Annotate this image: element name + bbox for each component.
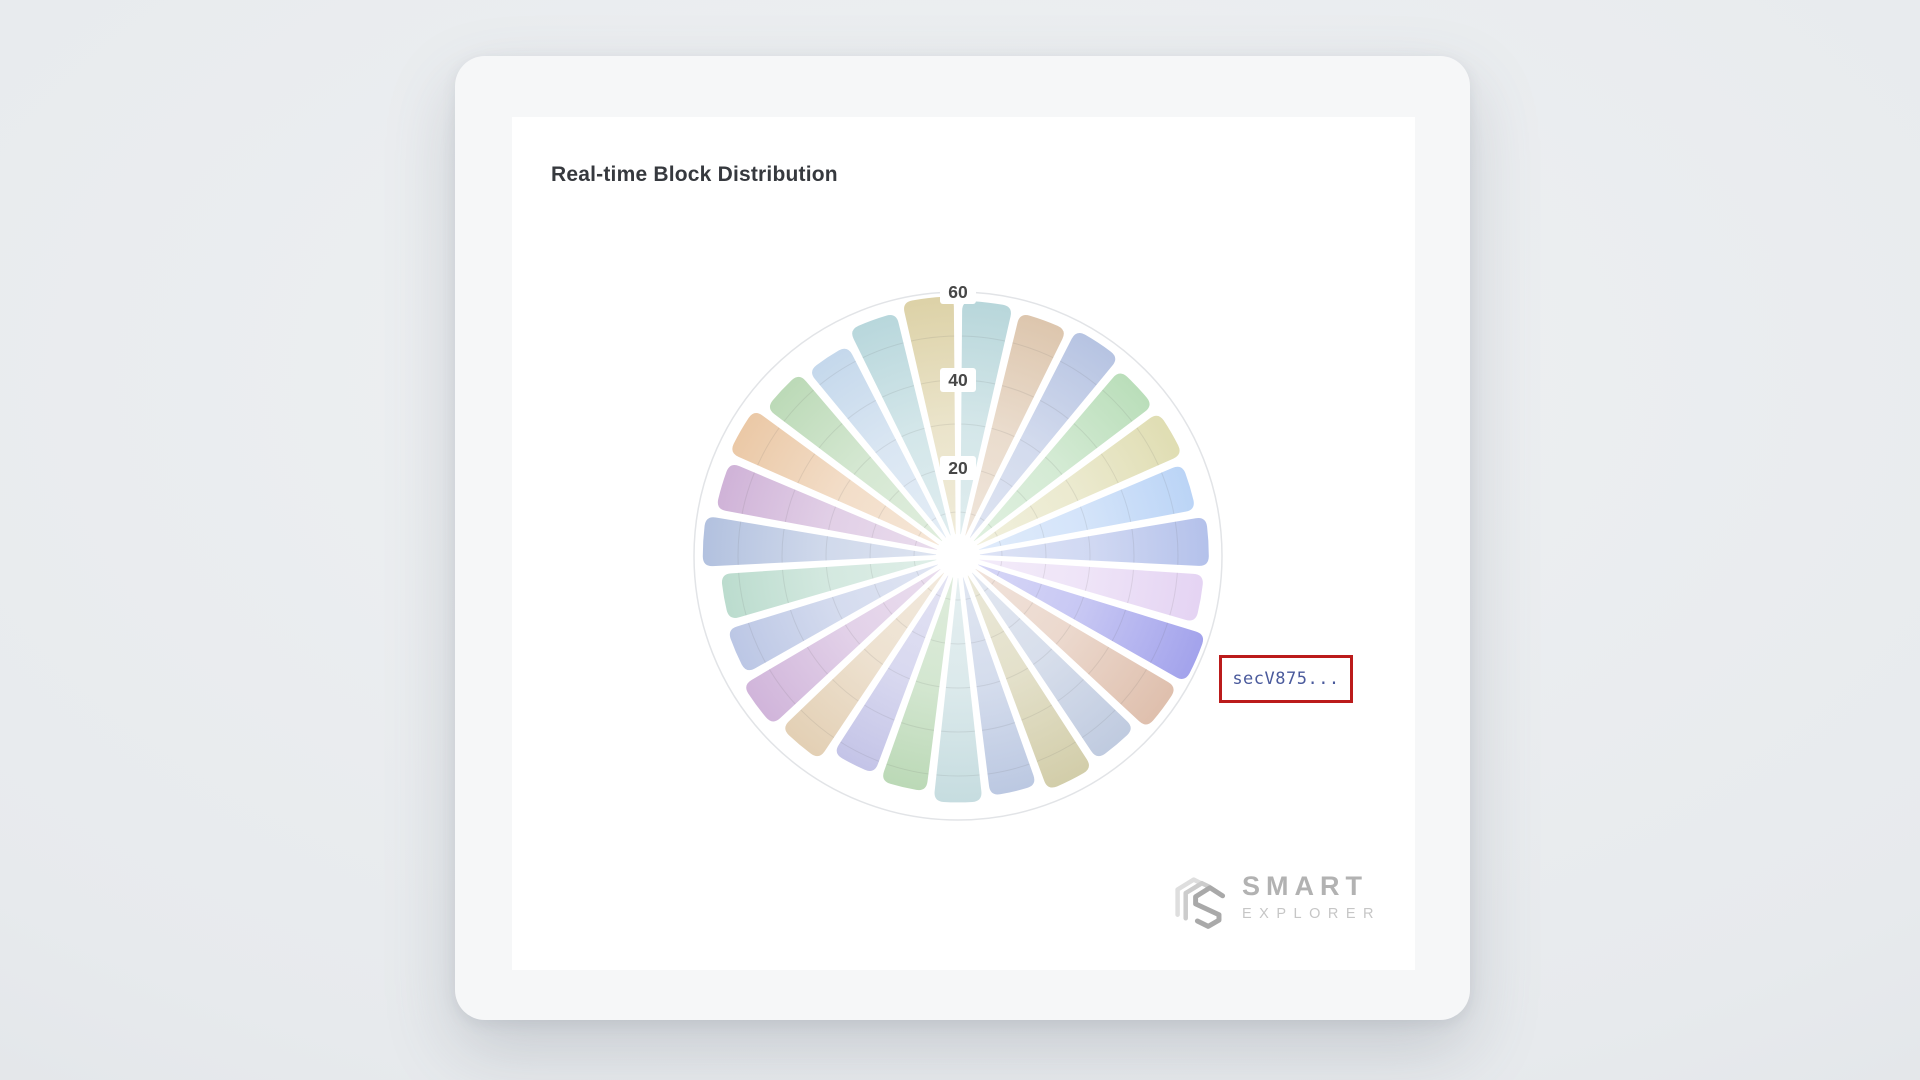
chart-panel: Real-time Block Distribution 20 40 60 secV…: [512, 117, 1415, 970]
rose-petal-24[interactable]: [769, 376, 944, 543]
radial-tick-bg: [940, 456, 976, 480]
rose-petal-13[interactable]: [962, 575, 1035, 795]
rose-petal-7[interactable]: [977, 518, 1209, 566]
rose-petal-2[interactable]: [964, 315, 1064, 538]
rose-petal-23[interactable]: [732, 413, 941, 546]
radial-tick-label: 20: [948, 458, 968, 478]
polar-center: [936, 534, 980, 578]
rose-petal-6[interactable]: [977, 466, 1194, 551]
radial-tick-label: 60: [948, 282, 968, 302]
rose-petal-19[interactable]: [729, 563, 940, 671]
rose-petal-20[interactable]: [721, 559, 939, 618]
rose-petal-16[interactable]: [836, 573, 950, 771]
rose-petal-22[interactable]: [717, 465, 939, 551]
rose-petal-21[interactable]: [702, 517, 939, 567]
rose-petal-25[interactable]: [812, 348, 948, 540]
rose-petal-11[interactable]: [970, 571, 1131, 757]
rose-petal-9[interactable]: [976, 563, 1204, 679]
rose-petal-8[interactable]: [977, 559, 1203, 621]
rose-petal-14[interactable]: [934, 576, 982, 803]
rose-petal-10[interactable]: [974, 567, 1174, 725]
brand-subtitle: EXPLORER: [1242, 906, 1381, 922]
radial-tick-bg: [940, 368, 976, 392]
rose-petal-17[interactable]: [785, 571, 946, 757]
rose-petal-18[interactable]: [746, 567, 942, 722]
smart-explorer-logo: SMART EXPLORER: [1174, 873, 1381, 933]
highlighted-block-hash[interactable]: secV875...: [1219, 655, 1353, 703]
rose-petal-5[interactable]: [975, 415, 1180, 546]
rose-chart: 20 40 60: [693, 280, 1223, 821]
smart-explorer-logo-icon: [1175, 877, 1226, 929]
rose-petal-3[interactable]: [968, 332, 1116, 540]
chart-title: Real-time Block Distribution: [551, 163, 838, 186]
radial-tick-bg: [940, 280, 976, 304]
brand-name: SMART: [1242, 871, 1368, 901]
rose-petal-15[interactable]: [883, 575, 954, 791]
radial-tick-label: 40: [948, 370, 968, 390]
dashboard-card: Real-time Block Distribution 20 40 60 secV…: [455, 56, 1470, 1020]
rose-petal-26[interactable]: [852, 315, 952, 538]
block-hash-label[interactable]: secV875...: [1232, 669, 1340, 689]
rose-petal-4[interactable]: [972, 373, 1150, 543]
logo-text: SMART EXPLORER: [1242, 873, 1381, 922]
rose-petals: [702, 296, 1209, 803]
rose-petal-12[interactable]: [966, 573, 1089, 788]
